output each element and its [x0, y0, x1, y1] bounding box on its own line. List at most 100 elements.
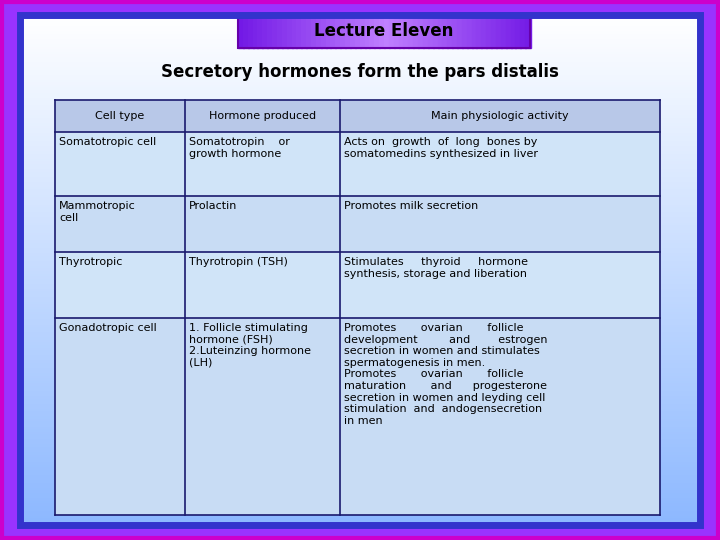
Bar — [20, 98, 700, 102]
Text: Somatotropic cell: Somatotropic cell — [59, 137, 156, 147]
Bar — [20, 264, 700, 267]
Bar — [20, 366, 700, 369]
Bar — [20, 218, 700, 221]
Bar — [20, 190, 700, 193]
Text: Somatotropin    or
growth hormone: Somatotropin or growth hormone — [189, 137, 290, 159]
Bar — [20, 27, 700, 30]
Bar — [20, 272, 700, 275]
Bar — [20, 330, 700, 334]
Bar — [336, 14, 341, 48]
Bar — [20, 37, 700, 40]
Bar — [20, 435, 700, 438]
Bar — [20, 256, 700, 260]
Bar — [457, 14, 463, 48]
Bar — [20, 183, 700, 186]
Bar — [20, 496, 700, 500]
Bar — [20, 215, 700, 219]
Bar — [20, 289, 700, 293]
Bar — [20, 353, 700, 357]
Bar — [20, 269, 700, 273]
Bar — [521, 14, 526, 48]
Bar — [20, 458, 700, 461]
Bar — [262, 14, 268, 48]
Bar — [20, 35, 700, 38]
Bar — [355, 14, 361, 48]
Bar — [20, 322, 700, 326]
Bar — [20, 279, 700, 283]
Bar — [20, 292, 700, 295]
Bar — [20, 244, 700, 247]
Bar — [20, 103, 700, 107]
Bar — [20, 455, 700, 458]
Bar — [20, 514, 700, 517]
Bar — [20, 93, 700, 97]
Bar — [311, 14, 317, 48]
Bar — [20, 233, 700, 237]
Bar — [20, 248, 700, 252]
Bar — [374, 14, 380, 48]
Bar — [20, 440, 700, 443]
Bar — [20, 302, 700, 306]
Bar — [20, 246, 700, 249]
Bar — [350, 14, 356, 48]
Bar — [428, 14, 433, 48]
Bar — [20, 394, 700, 397]
Bar — [20, 363, 700, 367]
Bar — [462, 14, 468, 48]
Bar — [20, 213, 700, 217]
Bar — [20, 205, 700, 209]
Bar — [20, 134, 700, 137]
Bar — [20, 305, 700, 308]
Bar — [20, 126, 700, 130]
Bar — [20, 106, 700, 109]
Bar — [20, 73, 700, 76]
Bar — [20, 476, 700, 479]
Bar — [20, 399, 700, 403]
Text: Mammotropic
cell: Mammotropic cell — [59, 201, 136, 222]
Bar — [20, 516, 700, 520]
Bar — [482, 14, 487, 48]
Bar — [394, 14, 400, 48]
Bar — [467, 14, 472, 48]
Bar — [20, 420, 700, 423]
Text: Gonadotropic cell: Gonadotropic cell — [59, 323, 157, 333]
Bar — [442, 14, 449, 48]
Bar — [20, 57, 700, 61]
Bar — [423, 14, 429, 48]
Bar — [20, 208, 700, 211]
Bar — [20, 124, 700, 127]
Bar — [20, 424, 700, 428]
Bar — [20, 70, 700, 73]
Bar — [20, 238, 700, 242]
Text: Main physiologic activity: Main physiologic activity — [431, 111, 569, 121]
Bar — [20, 261, 700, 265]
Bar — [55, 252, 660, 318]
Bar — [501, 14, 507, 48]
Text: Prolactin: Prolactin — [189, 201, 238, 211]
Bar — [20, 335, 700, 339]
Bar — [20, 19, 700, 23]
Bar — [20, 228, 700, 232]
Bar — [340, 14, 346, 48]
Bar — [238, 14, 530, 48]
Bar — [20, 24, 700, 28]
Bar — [20, 144, 700, 147]
Bar — [20, 389, 700, 393]
Bar — [20, 154, 700, 158]
Bar — [20, 325, 700, 329]
Bar — [20, 488, 700, 492]
Bar — [516, 14, 521, 48]
Bar — [20, 45, 700, 48]
Bar — [20, 88, 700, 91]
Bar — [320, 14, 327, 48]
Bar — [292, 14, 297, 48]
Bar — [243, 14, 248, 48]
Bar — [20, 427, 700, 431]
Bar — [20, 494, 700, 497]
Bar — [20, 338, 700, 341]
Text: Thyrotropin (TSH): Thyrotropin (TSH) — [189, 257, 288, 267]
Bar — [20, 374, 700, 377]
Bar — [20, 198, 700, 201]
Bar — [20, 172, 700, 176]
Bar — [20, 379, 700, 382]
